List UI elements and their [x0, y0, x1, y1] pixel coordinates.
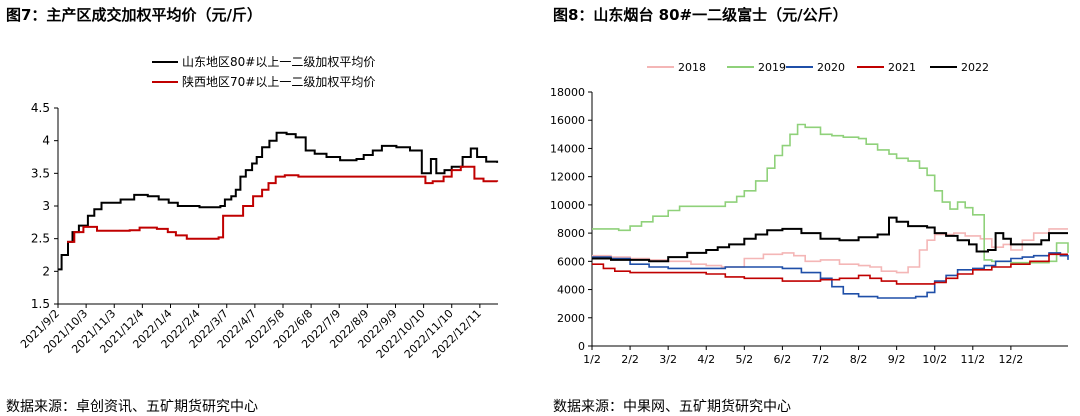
legend-label: 2022	[961, 61, 989, 74]
x-tick-label: 1/2	[583, 353, 601, 366]
y-tick-label: 12000	[550, 171, 585, 184]
y-tick-label: 6000	[557, 255, 585, 268]
y-tick-label: 3.5	[31, 166, 50, 180]
legend-label: 2018	[678, 61, 706, 74]
series-line-2	[67, 165, 499, 243]
legend-label: 2020	[817, 61, 845, 74]
legend-label: 2019	[758, 61, 786, 74]
x-tick-label: 4/2	[697, 353, 715, 366]
series-line-1	[58, 131, 499, 271]
series-line-2021	[592, 253, 1068, 285]
x-tick-label: 9/2	[888, 353, 906, 366]
x-tick-label: 8/2	[850, 353, 868, 366]
figure-7-source: 数据来源：卓创资讯、五矿期货研究中心	[6, 399, 258, 415]
figure-8-source: 数据来源：中果网、五矿期货研究中心	[553, 399, 791, 415]
series-line-2018	[592, 228, 1068, 274]
legend-label: 陕西地区70#以上一二级加权平均价	[182, 74, 375, 89]
chart-right: 0 2000 4000 6000 8000 10000 12000 14000 16000 180…	[550, 61, 1069, 366]
series-line-2020	[592, 252, 1069, 299]
y-tick-label: 4.5	[31, 101, 50, 115]
y-tick-label: 10000	[550, 199, 585, 212]
x-tick-label: 7/2	[812, 353, 830, 366]
chart-left: 1.522.533.544.52021/9/22021/10/32021/11/…	[18, 55, 499, 361]
figure-7-title: 图7：主产区成交加权平均价（元/斤）	[6, 6, 262, 24]
x-tick-label: 10/2	[922, 353, 947, 366]
figure-8-title: 图8：山东烟台 80#一二级富士（元/公斤）	[553, 6, 848, 24]
legend-label: 2021	[888, 61, 916, 74]
series-line-2019	[592, 123, 1069, 264]
x-tick-label: 5/2	[735, 353, 753, 366]
y-tick-label: 16000	[550, 114, 585, 127]
y-tick-label: 8000	[557, 227, 585, 240]
y-tick-label: 18000	[550, 86, 585, 99]
y-tick-label: 2000	[557, 312, 585, 325]
y-tick-label: 14000	[550, 142, 585, 155]
x-tick-label: 12/2	[999, 353, 1024, 366]
x-tick-label: 3/2	[659, 353, 677, 366]
y-tick-label: 2.5	[31, 232, 50, 246]
x-tick-label: 11/2	[960, 353, 985, 366]
legend-label: 山东地区80#以上一二级加权平均价	[182, 55, 375, 69]
y-tick-label: 3	[42, 199, 50, 213]
y-tick-label: 2	[42, 264, 50, 278]
y-tick-label: 4000	[557, 284, 585, 297]
y-tick-label: 1.5	[31, 297, 50, 311]
x-tick-label: 6/2	[774, 353, 792, 366]
x-tick-label: 2/2	[621, 353, 639, 366]
y-tick-label: 4	[42, 134, 50, 148]
series-line-2022	[592, 216, 1068, 263]
y-tick-label: 0	[578, 340, 585, 353]
